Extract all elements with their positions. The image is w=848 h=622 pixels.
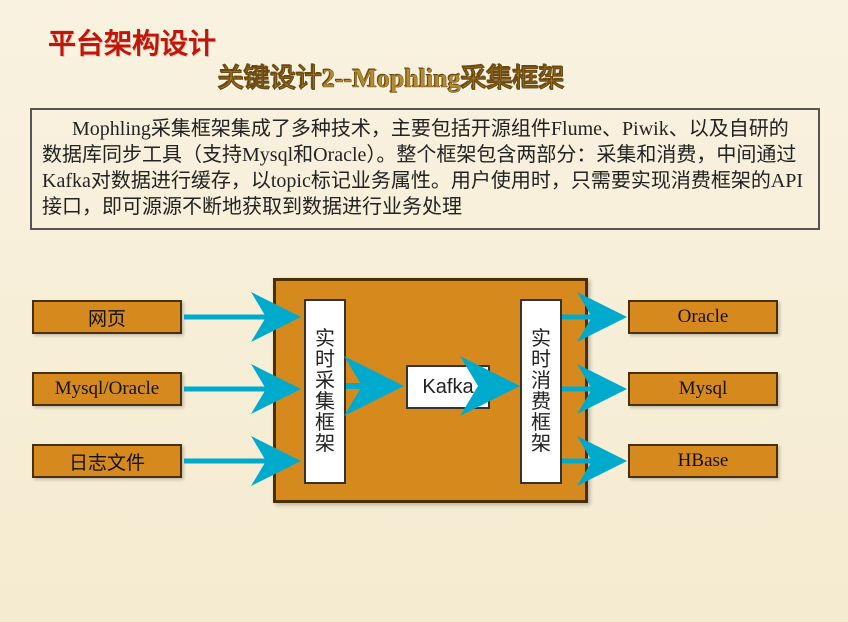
dest-node-oracle: Oracle xyxy=(628,300,778,334)
dest-label: HBase xyxy=(678,450,729,472)
source-node-webpage: 网页 xyxy=(32,300,182,334)
dest-node-mysql: Mysql xyxy=(628,372,778,406)
source-node-logfile: 日志文件 xyxy=(32,444,182,478)
dest-label: Oracle xyxy=(678,306,729,328)
source-label: 网页 xyxy=(88,304,126,331)
framework-container: 实时采集框架 Kafka 实时消费框架 xyxy=(273,278,588,503)
kafka-box: Kafka xyxy=(406,365,490,409)
collector-framework-box: 实时采集框架 xyxy=(304,299,346,484)
consumer-framework-box: 实时消费框架 xyxy=(520,299,562,484)
collector-framework-label: 实时采集框架 xyxy=(315,329,335,455)
kafka-label: Kafka xyxy=(422,376,473,399)
source-node-mysql-oracle: Mysql/Oracle xyxy=(32,372,182,406)
description-box: Mophling采集框架集成了多种技术，主要包括开源组件Flume、Piwik、… xyxy=(30,108,820,230)
dest-node-hbase: HBase xyxy=(628,444,778,478)
source-label: 日志文件 xyxy=(69,448,145,475)
heading-platform-design: 平台架构设计 xyxy=(48,22,216,62)
consumer-framework-label: 实时消费框架 xyxy=(531,329,551,455)
heading-key-design: 关键设计2--Mophling采集框架 xyxy=(218,58,565,95)
architecture-diagram: 网页 Mysql/Oracle 日志文件 实时采集框架 Kafka 实时消费框架… xyxy=(0,278,848,518)
description-text: Mophling采集框架集成了多种技术，主要包括开源组件Flume、Piwik、… xyxy=(42,118,803,218)
dest-label: Mysql xyxy=(679,378,728,400)
source-label: Mysql/Oracle xyxy=(55,378,159,400)
